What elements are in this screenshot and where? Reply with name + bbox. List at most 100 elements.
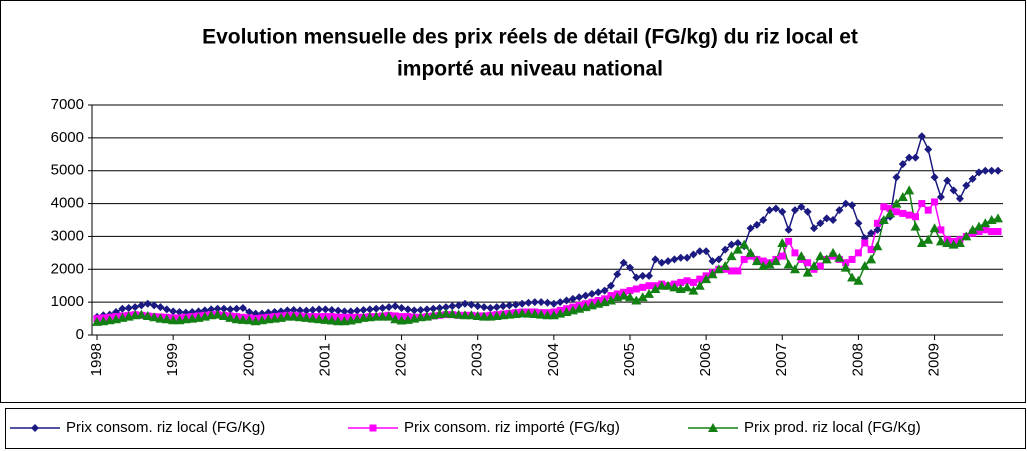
marker (295, 312, 306, 322)
marker (453, 309, 464, 319)
marker (898, 160, 907, 169)
marker (523, 308, 534, 318)
x-tick-label: 2005 (621, 343, 638, 376)
marker (143, 299, 152, 308)
marker (169, 307, 178, 316)
x-tick-label: 2003 (469, 343, 486, 376)
marker (696, 275, 704, 283)
marker (155, 313, 166, 323)
marker (212, 309, 223, 319)
marker (923, 234, 934, 244)
marker (542, 310, 553, 320)
marker (803, 207, 812, 216)
marker (307, 313, 318, 323)
marker (410, 306, 419, 315)
marker (613, 270, 622, 279)
marker (467, 300, 476, 309)
marker (727, 240, 736, 249)
marker (854, 219, 863, 228)
marker (682, 282, 693, 292)
marker (556, 298, 565, 307)
marker (359, 306, 368, 315)
marker (587, 289, 596, 298)
marker (904, 185, 915, 195)
marker (980, 218, 991, 228)
marker (981, 166, 990, 175)
marker (695, 247, 704, 256)
marker (841, 199, 850, 208)
marker (765, 206, 774, 215)
marker (891, 198, 902, 208)
marker (740, 255, 748, 263)
marker (866, 254, 877, 264)
marker (873, 219, 881, 227)
marker (720, 261, 731, 270)
marker (486, 304, 495, 313)
marker (549, 299, 558, 308)
marker (149, 312, 160, 322)
marker (994, 166, 1002, 175)
marker (315, 305, 324, 314)
marker (320, 314, 331, 324)
marker (828, 247, 839, 257)
marker (517, 308, 528, 318)
marker (694, 280, 705, 290)
marker (910, 221, 921, 231)
marker (885, 208, 896, 218)
marker (892, 173, 901, 182)
marker (683, 253, 692, 262)
marker (721, 245, 730, 254)
marker (365, 305, 374, 314)
marker (472, 310, 483, 320)
y-tick-label: 6000 (51, 129, 84, 146)
marker (644, 288, 655, 298)
marker (226, 305, 235, 314)
x-tick-label: 2008 (849, 343, 866, 376)
marker (973, 221, 984, 231)
marker (867, 229, 876, 238)
marker (714, 255, 723, 264)
marker (785, 237, 793, 245)
marker (237, 314, 248, 324)
marker (728, 267, 736, 275)
marker (734, 267, 742, 275)
x-tick-label: 2001 (316, 343, 333, 376)
marker (930, 173, 939, 182)
marker (848, 255, 856, 263)
marker (796, 251, 807, 261)
marker (618, 290, 629, 300)
marker (150, 301, 159, 310)
marker (518, 299, 527, 308)
marker (384, 303, 393, 312)
marker (683, 277, 691, 285)
marker (656, 280, 667, 290)
marker (334, 306, 343, 315)
chart-title: importé au niveau national (397, 58, 663, 81)
marker (448, 302, 457, 311)
marker (245, 308, 254, 316)
marker (816, 262, 824, 270)
marker (739, 239, 750, 249)
marker (804, 259, 812, 267)
marker (213, 304, 222, 313)
legend-frame (5, 408, 1026, 449)
marker (175, 308, 184, 316)
marker (238, 304, 247, 313)
marker (905, 211, 913, 219)
marker (808, 261, 819, 270)
marker (954, 238, 965, 247)
marker (340, 307, 349, 316)
marker (416, 306, 425, 315)
marker (707, 269, 718, 279)
marker (454, 301, 463, 310)
marker (131, 303, 140, 312)
marker (937, 226, 945, 234)
marker (231, 314, 242, 324)
marker (829, 216, 838, 224)
marker (912, 213, 920, 221)
marker (924, 206, 932, 214)
marker (353, 306, 362, 315)
marker (791, 249, 799, 257)
marker (391, 302, 400, 311)
marker (917, 132, 926, 141)
